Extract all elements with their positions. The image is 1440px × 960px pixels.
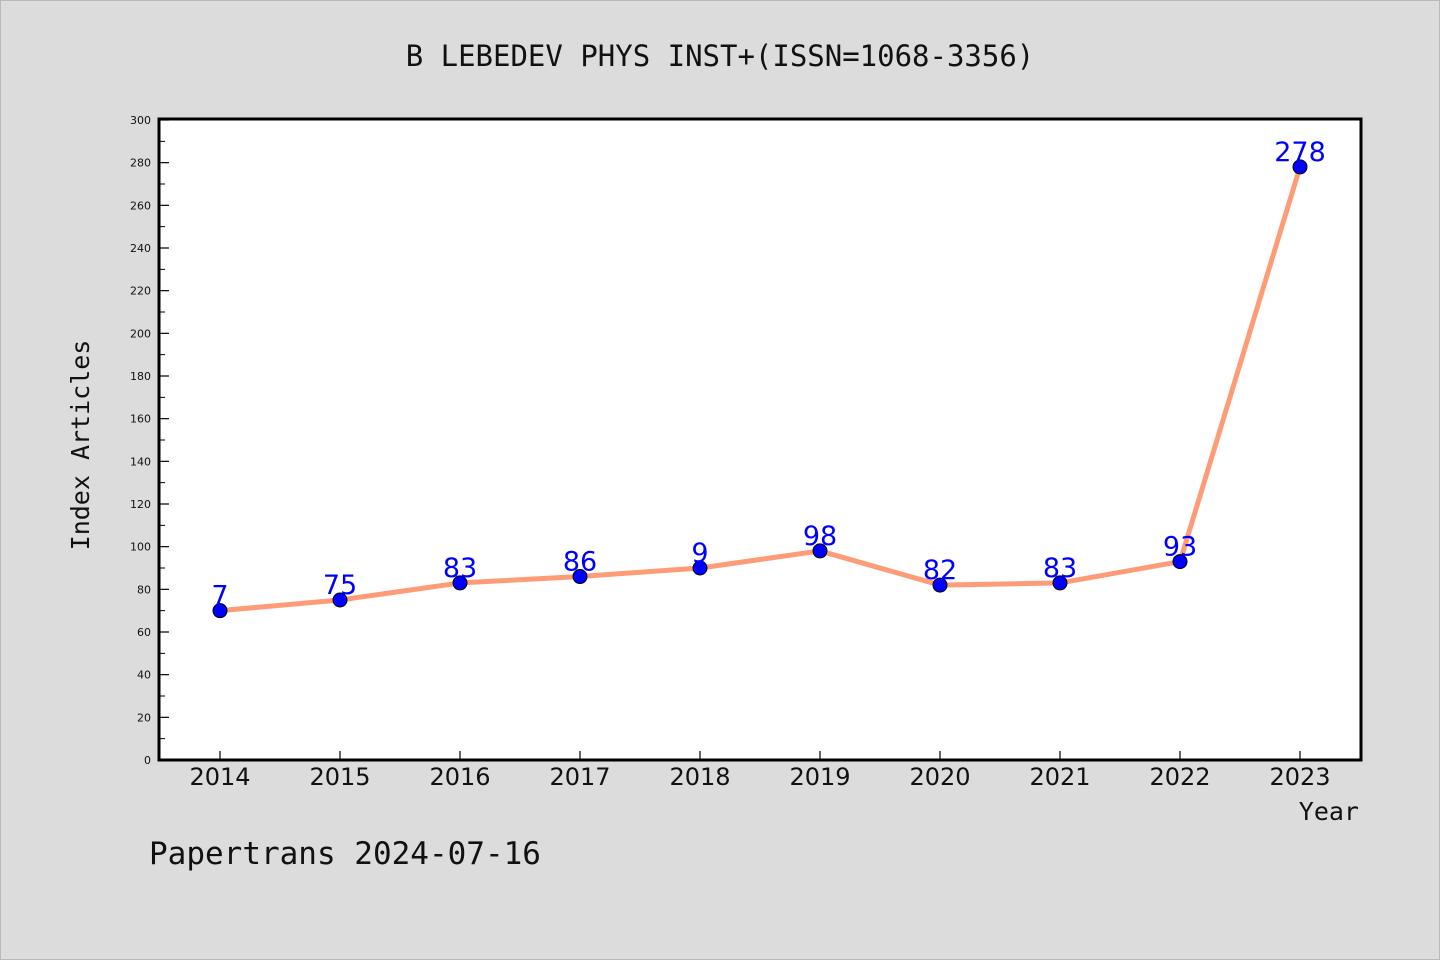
x-tick-label: 2020 [909,763,970,791]
data-label-2023: 278 [1274,137,1326,168]
y-tick-label: 200 [130,327,151,340]
data-point-2014 [212,603,228,619]
y-tick-label: 300 [130,114,151,127]
y-tick-label: 160 [130,413,151,426]
x-axis-title: Year [1299,797,1359,826]
x-tick-label: 2017 [549,763,610,791]
data-label-2021: 83 [1043,553,1077,584]
data-label-2018: 9 [691,538,708,569]
plot-area [157,117,1363,762]
x-axis: 2014 2015 2016 2017 2018 2019 2020 2021 2022 2023 [189,751,1331,791]
data-point-2023 [1292,159,1308,175]
y-tick-label: 260 [130,199,151,212]
y-tick-label: 120 [130,498,151,511]
series-group: 7 75 83 86 9 98 82 83 93 278 [211,137,1326,619]
data-label-2019: 98 [803,521,837,552]
y-tick-label: 100 [130,541,151,554]
y-tick-label: 280 [130,157,151,170]
y-tick-label: 80 [137,583,151,596]
x-tick-label: 2021 [1029,763,1090,791]
y-tick-label: 40 [137,669,151,682]
data-point-2019 [812,543,828,559]
data-label-2022: 93 [1163,532,1197,563]
y-tick-label: 140 [130,455,151,468]
data-point-2016 [452,575,468,591]
x-tick-label: 2016 [429,763,490,791]
x-tick-label: 2019 [789,763,850,791]
data-label-2014: 7 [211,581,228,612]
y-tick-label: 20 [137,711,151,724]
data-label-2020: 82 [923,555,957,586]
data-point-2020 [932,577,948,593]
data-point-2021 [1052,575,1068,591]
y-tick-label: 0 [144,754,151,767]
data-label-2017: 86 [563,547,597,578]
data-label-2015: 75 [323,570,357,601]
data-point-2015 [332,592,348,608]
x-tick-label: 2014 [189,763,250,791]
footer-date-text: Papertrans 2024-07-16 [149,836,541,872]
y-tick-label: 220 [130,285,151,298]
x-tick-label: 2018 [669,763,730,791]
y-tick-label: 180 [130,370,151,383]
y-tick-label: 60 [137,626,151,639]
data-label-2016: 83 [443,553,477,584]
data-point-2022 [1172,554,1188,570]
series-line [219,166,1303,614]
x-tick-label: 2015 [309,763,370,791]
data-point-2018 [692,560,708,576]
x-tick-label: 2022 [1149,763,1210,791]
y-tick-label: 240 [130,242,151,255]
x-tick-label: 2023 [1269,763,1330,791]
chart-title: B LEBEDEV PHYS INST+(ISSN=1068-3356) [406,39,1035,73]
y-axis: 0 20 40 60 80 100 120 140 160 180 200 220 240 260 280 3… [130,114,169,767]
data-point-2017 [572,569,588,585]
y-axis-title: Index Articles [66,340,95,551]
